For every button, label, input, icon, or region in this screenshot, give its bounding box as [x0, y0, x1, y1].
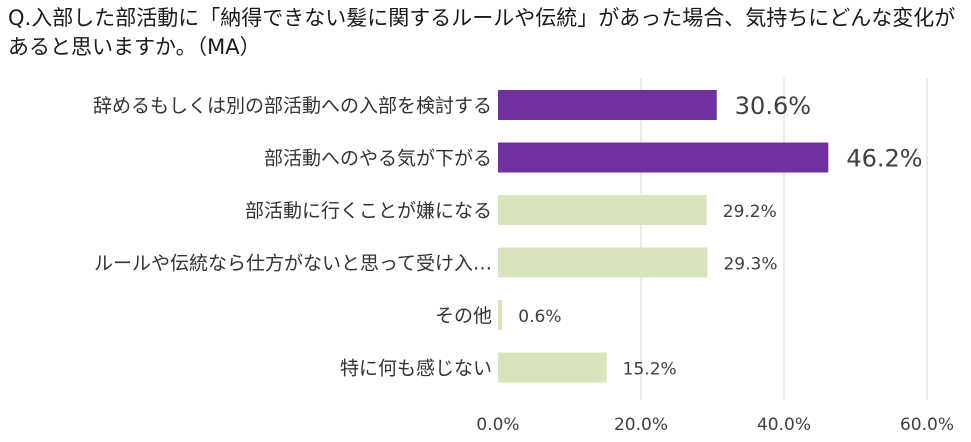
x-tick-label: 20.0% — [614, 415, 668, 435]
x-tick-label: 0.0% — [476, 415, 519, 435]
category-label: 部活動へのやる気が下がる — [264, 148, 492, 170]
category-label: その他 — [435, 305, 492, 327]
category-label: 部活動に行くことが嫌になる — [245, 200, 492, 222]
data-label: 29.3% — [723, 255, 777, 275]
data-label: 30.6% — [735, 92, 811, 120]
bar — [498, 90, 717, 120]
bar — [498, 195, 707, 225]
bar — [498, 247, 708, 278]
bar — [498, 352, 607, 383]
bar — [498, 142, 829, 173]
bar — [498, 300, 503, 330]
chart-title: Q.入部した部活動に「納得できない髪に関するルールや伝統」があった場合、気持ちに… — [8, 6, 956, 59]
category-label: 特に何も感じない — [340, 358, 492, 380]
x-tick-label: 40.0% — [757, 415, 811, 435]
data-label: 15.2% — [623, 360, 677, 380]
data-label: 46.2% — [846, 145, 922, 173]
data-label: 29.2% — [723, 202, 777, 222]
category-label: ルールや伝統なら仕方がないと思って受け入… — [94, 253, 492, 275]
data-label: 0.6% — [518, 307, 561, 327]
x-tick-label: 60.0% — [900, 415, 954, 435]
category-label: 辞めるもしくは別の部活動への入部を検討する — [93, 95, 492, 117]
